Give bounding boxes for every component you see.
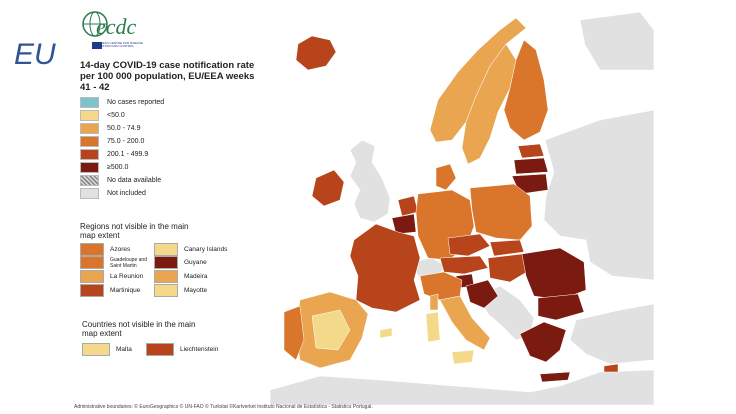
ireland (311, 169, 345, 207)
ecdc-logo (82, 11, 108, 49)
country-item: Malta (82, 343, 132, 356)
legend-swatch (80, 175, 99, 186)
region-label: Madeira (184, 272, 208, 280)
legend-label: Not included (107, 190, 146, 197)
legend-item: 50.0 - 74.9 (80, 123, 140, 134)
sardinia (425, 311, 441, 343)
region-swatch (154, 270, 178, 283)
legend-label: No cases reported (107, 99, 165, 106)
country-label: Liechtenstein (180, 345, 219, 353)
uk-not-included (349, 139, 391, 223)
region-label: Mayotte (184, 286, 208, 294)
slide-label: EU (14, 38, 56, 71)
legend-label: 200.1 - 499.9 (107, 151, 149, 158)
bulgaria (537, 293, 585, 321)
spain-interior (311, 309, 351, 351)
legend-item: No cases reported (80, 97, 164, 108)
arctic-not-included (579, 11, 655, 71)
legend-item: ≥500.0 (80, 162, 128, 173)
country-swatch (146, 343, 174, 356)
czechia (447, 233, 491, 257)
sicily (451, 349, 475, 365)
netherlands (397, 195, 419, 217)
cyprus (603, 363, 619, 373)
sweden (461, 43, 517, 165)
region-label: Azores (110, 245, 131, 253)
east-not-included (543, 109, 655, 281)
legend-label: 75.0 - 200.0 (107, 138, 145, 145)
legend-item: No data available (80, 175, 161, 186)
turkey-not-included (569, 303, 655, 365)
country-label: Malta (116, 345, 132, 353)
norway (429, 17, 527, 143)
legend-swatch (80, 149, 99, 160)
region-swatch (80, 284, 104, 297)
legend-swatch (80, 110, 99, 121)
legend-item: <50.0 (80, 110, 125, 121)
region-item: Canary Islands (154, 243, 227, 256)
france (349, 223, 421, 313)
region-item: Azores (80, 243, 130, 256)
crete (539, 371, 571, 383)
baleares (379, 327, 393, 339)
footer-attribution: Administrative boundaries: © EuroGeograp… (74, 404, 373, 410)
countries-title: Countries not visible in the main map ex… (82, 320, 196, 338)
regions-title: Regions not visible in the main map exte… (80, 222, 189, 240)
legend-label: 50.0 - 74.9 (107, 125, 141, 132)
legend-item: 200.1 - 499.9 (80, 149, 148, 160)
region-swatch (80, 256, 104, 269)
region-swatch (154, 243, 178, 256)
region-label: Guadeloupe and Saint Martin (110, 256, 147, 269)
region-swatch (80, 243, 104, 256)
greece (519, 321, 567, 363)
legend-swatch (80, 123, 99, 134)
switzerland-not-included (411, 257, 447, 277)
region-item: Mayotte (154, 284, 207, 297)
legend-label: No data available (107, 177, 162, 184)
poland (469, 183, 533, 241)
country-item: Liechtenstein (146, 343, 218, 356)
slovakia (489, 239, 525, 257)
denmark (435, 163, 457, 191)
legend-item: 75.0 - 200.0 (80, 136, 144, 147)
legend-label: ≥500.0 (107, 164, 129, 171)
region-item: La Reunion (80, 270, 143, 283)
estonia (517, 143, 545, 159)
region-swatch (80, 270, 104, 283)
region-item: Guadeloupe and Saint Martin (80, 256, 156, 269)
legend-swatch (80, 136, 99, 147)
hungary (487, 253, 531, 283)
austria (439, 255, 489, 275)
legend-swatch (80, 97, 99, 108)
belgium (391, 213, 417, 235)
region-label: La Reunion (110, 272, 144, 280)
region-swatch (154, 284, 178, 297)
logo-text: ecdc (96, 14, 137, 39)
region-item: Guyane (154, 256, 207, 269)
latvia (513, 157, 549, 175)
italy-south (439, 295, 491, 351)
legend-label: <50.0 (107, 112, 125, 119)
corsica (429, 293, 439, 311)
country-swatch (82, 343, 110, 356)
logo-subtext: EUROPEAN CENTRE FOR DISEASE PREVENTION A… (92, 41, 144, 48)
region-label: Canary Islands (184, 245, 228, 253)
finland (503, 39, 549, 141)
region-item: Martinique (80, 284, 140, 297)
legend-swatch (80, 162, 99, 173)
map-title: 14-day COVID-19 case notification rate p… (80, 60, 255, 93)
iceland (295, 35, 337, 71)
portugal (283, 305, 305, 361)
legend-swatch (80, 188, 99, 199)
region-label: Martinique (110, 286, 141, 294)
croatia (465, 279, 499, 309)
region-swatch (154, 256, 178, 269)
region-label: Guyane (184, 258, 207, 266)
region-item: Madeira (154, 270, 207, 283)
legend-item: Not included (80, 188, 146, 199)
north-africa-not-included (269, 369, 655, 406)
